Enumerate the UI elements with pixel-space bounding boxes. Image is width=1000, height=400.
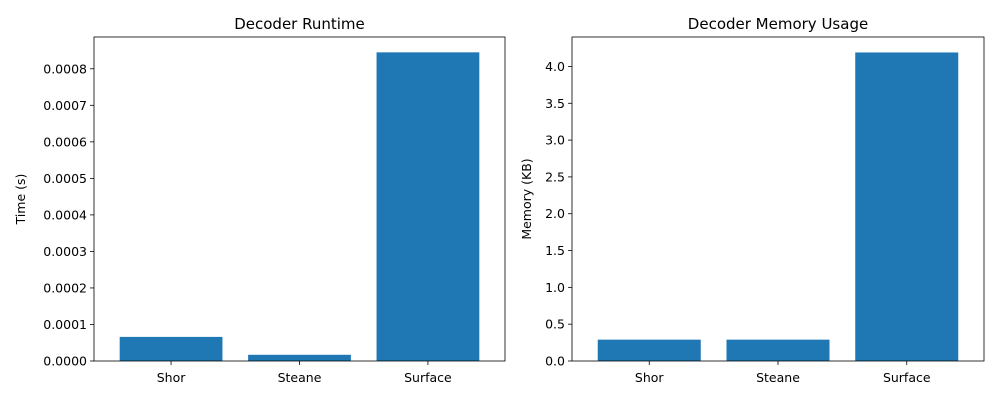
runtime-ytick-label: 0.0004	[43, 207, 87, 222]
runtime-ytick-label: 0.0000	[43, 354, 87, 369]
memory-chart-ylabel: Memory (KB)	[519, 158, 534, 239]
runtime-bar-shor	[119, 336, 223, 361]
runtime-ytick-label: 0.0006	[43, 134, 87, 149]
runtime-ytick-label: 0.0008	[43, 61, 87, 76]
runtime-xtick-label: Surface	[404, 370, 452, 385]
runtime-chart-ylabel: Time (s)	[13, 174, 28, 226]
runtime-ytick-label: 0.0001	[43, 317, 87, 332]
runtime-ytick-label: 0.0007	[43, 98, 87, 113]
runtime-ytick-label: 0.0002	[43, 280, 87, 295]
memory-ytick-label: 4.0	[545, 59, 565, 74]
memory-chart-title: Decoder Memory Usage	[688, 15, 868, 33]
runtime-bar-steane	[248, 354, 351, 361]
memory-ytick-label: 2.0	[545, 206, 565, 221]
runtime-xtick-label: Steane	[278, 370, 322, 385]
memory-bar-surface	[855, 52, 959, 362]
memory-bar-shor	[597, 339, 701, 361]
runtime-chart-title: Decoder Runtime	[234, 15, 365, 33]
runtime-chart: Decoder Runtime Time (s) Shor Steane Surfa…	[13, 15, 506, 385]
memory-ytick-label: 1.0	[545, 280, 565, 295]
memory-chart: Decoder Memory Usage Memory (KB) Shor Ste…	[519, 15, 985, 385]
runtime-xtick-label: Shor	[157, 370, 187, 385]
memory-ytick-label: 1.5	[545, 243, 565, 258]
runtime-bar-surface	[376, 52, 480, 362]
memory-bar-steane	[726, 339, 830, 361]
runtime-ytick-label: 0.0003	[43, 244, 87, 259]
memory-ytick-label: 3.5	[545, 96, 565, 111]
memory-xtick-label: Steane	[756, 370, 800, 385]
runtime-ytick-label: 0.0005	[43, 171, 87, 186]
memory-xtick-label: Shor	[635, 370, 665, 385]
memory-ytick-label: 0.5	[545, 317, 565, 332]
memory-ytick-label: 3.0	[545, 133, 565, 148]
memory-xtick-label: Surface	[883, 370, 931, 385]
memory-ytick-label: 0.0	[545, 354, 565, 369]
memory-ytick-label: 2.5	[545, 169, 565, 184]
